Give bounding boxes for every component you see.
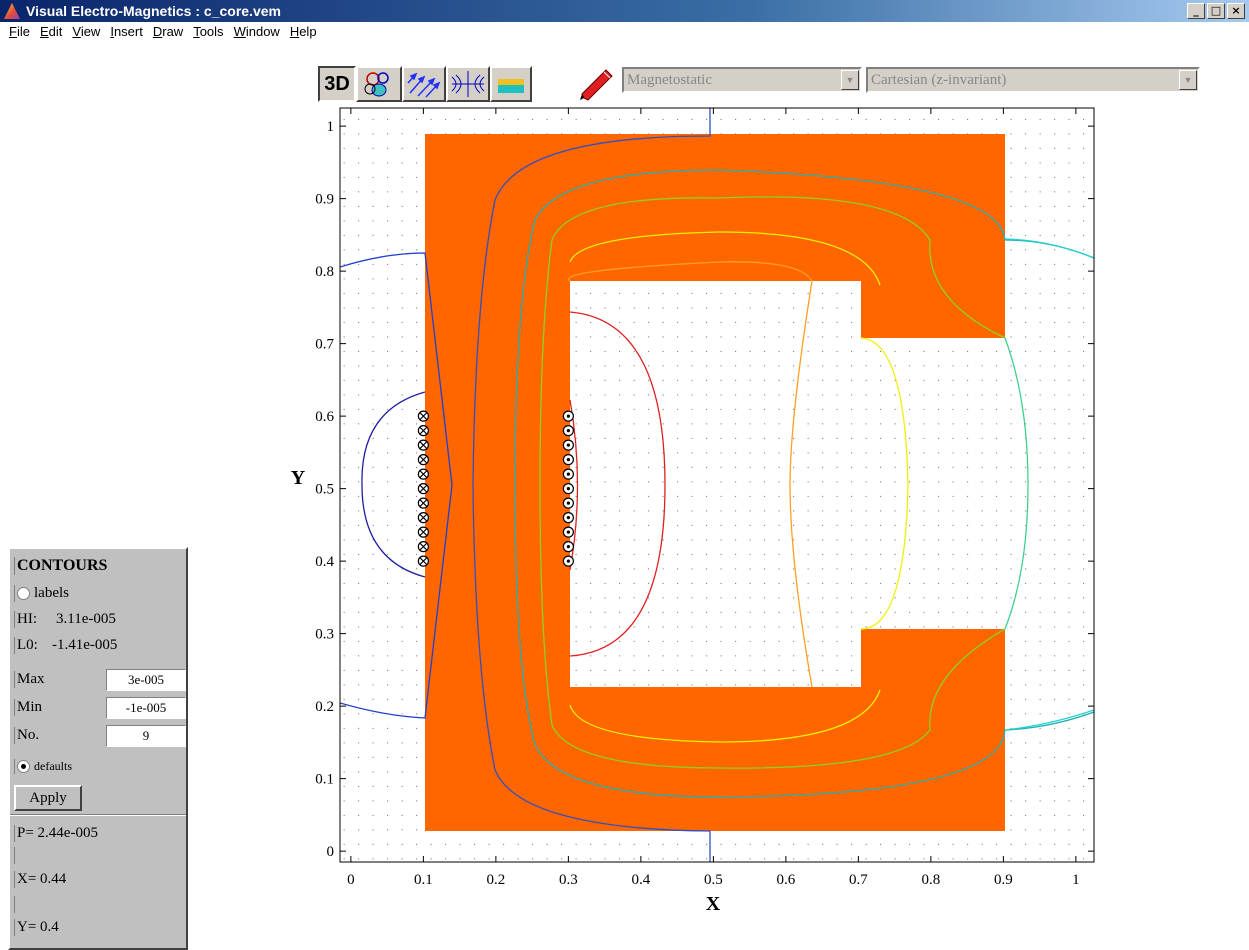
- y-tick-label: 0.5: [315, 482, 334, 498]
- contour-line: [568, 261, 813, 688]
- pencil-icon: [580, 69, 613, 101]
- max-input[interactable]: 3e-005: [106, 669, 186, 691]
- radio-selected-icon[interactable]: [17, 760, 30, 773]
- y-readout: Y= 0.4: [14, 919, 59, 936]
- x-tick-label: 0.1: [414, 872, 433, 888]
- x-tick-label: 0.5: [704, 872, 723, 888]
- contour-line: [340, 252, 453, 719]
- x-tick-label: 0.9: [994, 872, 1013, 888]
- y-tick-label: 0.2: [315, 699, 334, 715]
- maximize-button[interactable]: □: [1207, 3, 1225, 19]
- y-tick-label: 0.9: [315, 192, 334, 208]
- draw-button[interactable]: [576, 66, 620, 102]
- axes-frame: [339, 107, 1095, 863]
- x-tick-label: 0.2: [487, 872, 506, 888]
- y-tick-label: 1: [327, 119, 335, 135]
- window-title: Visual Electro-Magnetics : c_core.vem: [26, 3, 281, 19]
- x-axis-label: X: [706, 893, 721, 915]
- menu-tools[interactable]: Tools: [193, 23, 224, 39]
- no-label: No.: [14, 727, 39, 744]
- analysis-type-select[interactable]: Magnetostatic ▼: [622, 67, 862, 93]
- y-tick-label: 0.6: [315, 409, 334, 425]
- menu-view[interactable]: View: [72, 23, 101, 39]
- window-controls: _ □ ×: [1187, 3, 1245, 19]
- menu-bar: File Edit View Insert Draw Tools Window …: [0, 22, 1249, 40]
- mesh-icon: [364, 72, 389, 97]
- min-label: Min: [14, 699, 42, 716]
- field-lines-icon: [451, 71, 485, 97]
- contour-line: [361, 391, 426, 578]
- x-tick-label: 0.7: [849, 872, 868, 888]
- x-axis: 0 0.1 0.2 0.3 0.4 0.5 0.6 0.7 0.8 0.9 1: [347, 108, 1080, 888]
- menu-help[interactable]: Help: [289, 23, 317, 39]
- p-readout: P= 2.44e-005: [14, 825, 98, 842]
- radio-icon[interactable]: [17, 587, 30, 600]
- coordinate-system-select[interactable]: Cartesian (z-invariant) ▼: [866, 67, 1200, 93]
- mesh-button[interactable]: [356, 66, 402, 102]
- apply-button[interactable]: Apply: [14, 785, 82, 811]
- readout-spacer: [14, 845, 21, 865]
- y-tick-label: 0.3: [315, 627, 334, 643]
- field-vectors-icon: [407, 72, 441, 98]
- contour-line: [569, 231, 909, 743]
- x-tick-label: 0.8: [922, 872, 941, 888]
- menu-insert[interactable]: Insert: [110, 23, 143, 39]
- y-tick-label: 0.4: [315, 554, 334, 570]
- no-input[interactable]: 9: [106, 725, 186, 747]
- x-readout: X= 0.44: [14, 871, 66, 888]
- contour-line: [1004, 238, 1094, 731]
- x-tick-label: 0.6: [777, 872, 796, 888]
- contour-line: [539, 196, 1006, 769]
- menu-file[interactable]: File: [9, 23, 30, 39]
- coordinate-system-value: Cartesian (z-invariant): [871, 71, 1007, 88]
- contour-line: [472, 108, 711, 862]
- menu-draw[interactable]: Draw: [152, 23, 184, 39]
- contours-panel: CONTOURS labels HI: 3.11e-005 L0: -1.41e…: [8, 547, 188, 950]
- labels-radio[interactable]: labels: [14, 585, 69, 602]
- contour-line: [514, 169, 1094, 798]
- readout-spacer: [14, 893, 21, 915]
- minimize-button[interactable]: _: [1187, 3, 1205, 19]
- x-tick-label: 0: [347, 872, 355, 888]
- field-lines-button[interactable]: [446, 66, 490, 102]
- title-bar: Visual Electro-Magnetics : c_core.vem _ …: [0, 0, 1249, 22]
- chevron-down-icon[interactable]: ▼: [841, 70, 859, 90]
- field-vectors-button[interactable]: [402, 66, 446, 102]
- lo-readout: L0: -1.41e-005: [14, 637, 117, 654]
- panel-divider: [10, 814, 186, 816]
- y-axis-label: Y: [291, 467, 306, 489]
- max-label: Max: [14, 671, 45, 688]
- menu-window[interactable]: Window: [233, 23, 280, 39]
- analysis-type-value: Magnetostatic: [627, 71, 712, 88]
- y-tick-label: 0.8: [315, 264, 334, 280]
- panel-heading: CONTOURS: [14, 557, 107, 575]
- x-tick-label: 0.4: [632, 872, 651, 888]
- min-input[interactable]: -1e-005: [106, 697, 186, 719]
- c-core-region: [425, 134, 1005, 831]
- menu-edit[interactable]: Edit: [39, 23, 63, 39]
- hi-readout: HI: 3.11e-005: [14, 611, 116, 628]
- 3d-view-button[interactable]: 3D: [318, 66, 356, 102]
- defaults-radio[interactable]: defaults: [14, 759, 72, 774]
- x-tick-label: 0.3: [559, 872, 578, 888]
- close-button[interactable]: ×: [1227, 3, 1245, 19]
- y-axis: 0 0.1 0.2 0.3 0.4 0.5 0.6 0.7 0.8 0.9 1: [315, 119, 1094, 860]
- coil-turns: [417, 410, 574, 567]
- contour-line: [569, 311, 666, 657]
- material-button[interactable]: [490, 66, 532, 102]
- chevron-down-icon[interactable]: ▼: [1179, 70, 1197, 90]
- y-tick-label: 0.1: [315, 772, 334, 788]
- x-tick-label: 1: [1072, 872, 1080, 888]
- y-tick-label: 0.7: [315, 337, 334, 353]
- material-icon: [498, 79, 524, 93]
- y-tick-label: 0: [327, 844, 335, 860]
- contour-line: [1004, 337, 1029, 630]
